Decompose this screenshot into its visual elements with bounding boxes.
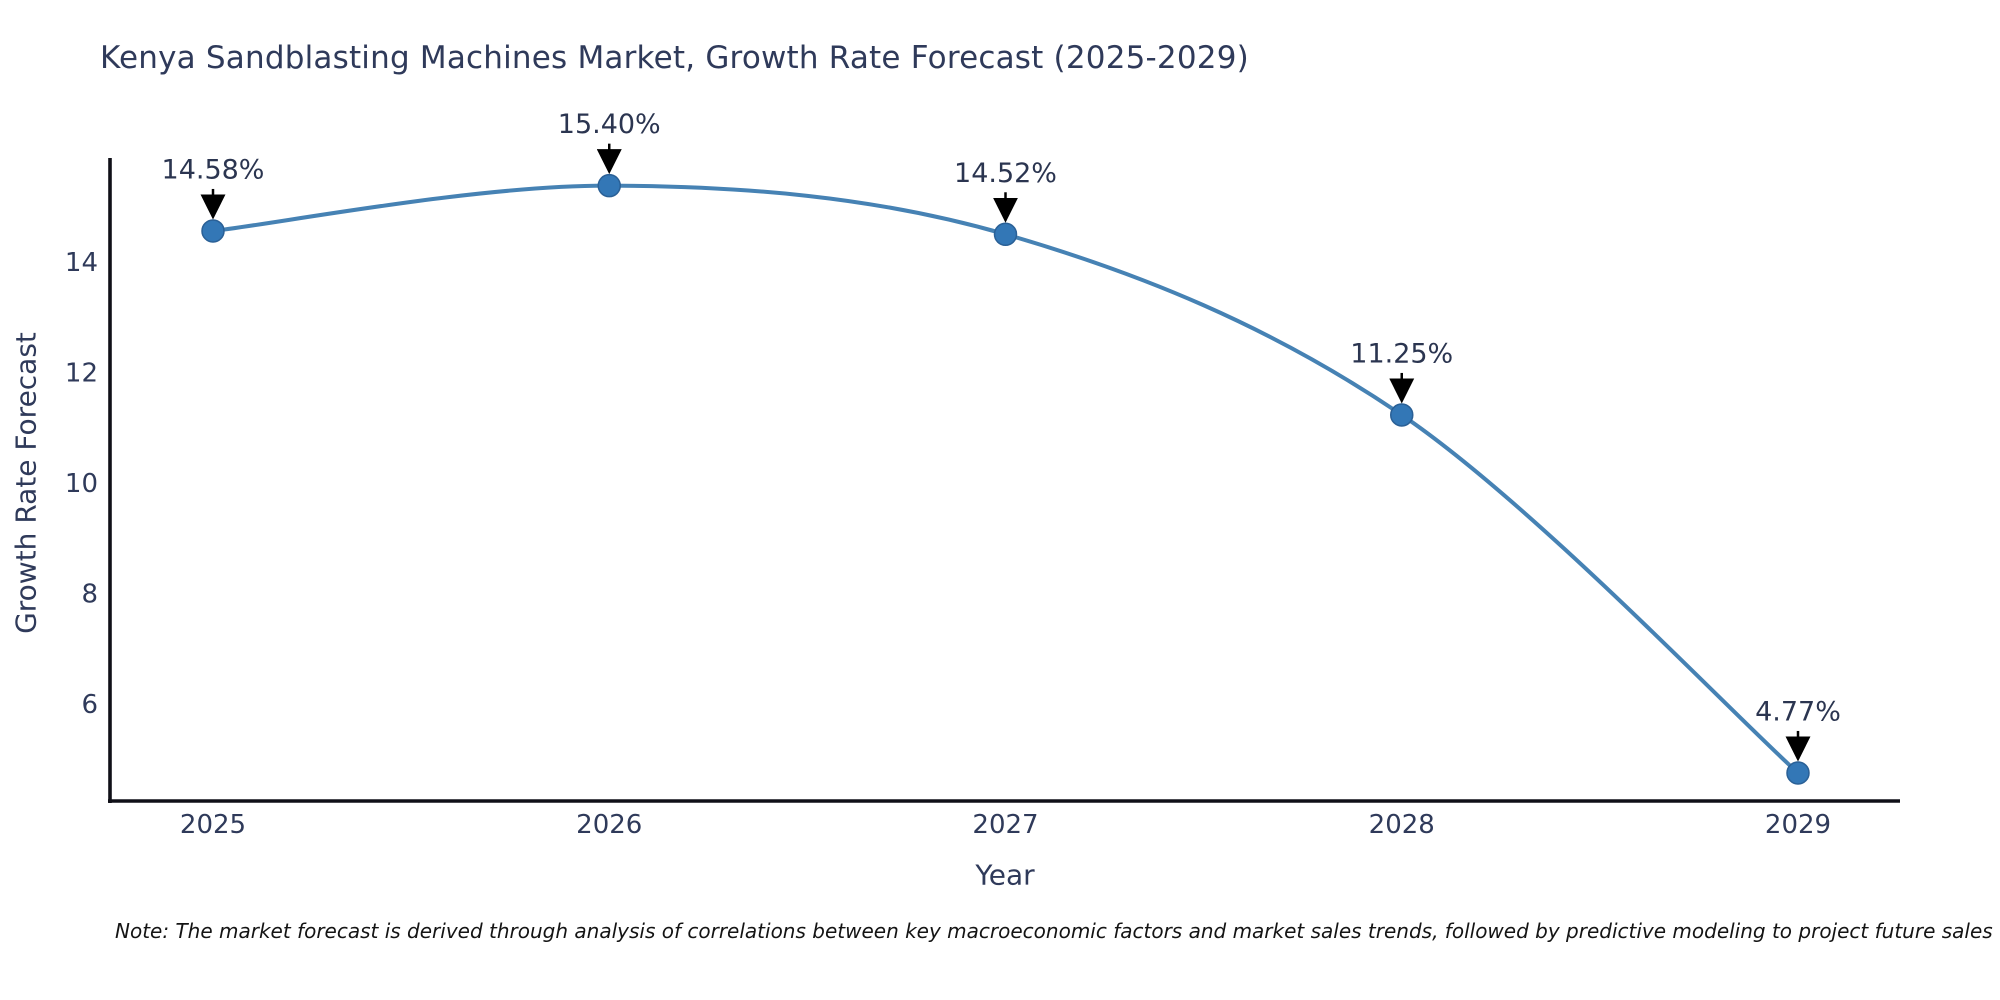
x-tick-label: 2029 <box>1765 810 1831 840</box>
y-tick-label: 6 <box>81 690 98 720</box>
annotation-label-2026: 15.40% <box>558 109 661 140</box>
x-tick-label: 2027 <box>972 810 1038 840</box>
data-point-2029 <box>1786 761 1810 785</box>
footnote: Note: The market forecast is derived thr… <box>115 919 1993 943</box>
x-tick-label: 2026 <box>576 810 642 840</box>
x-tick-label: 2028 <box>1369 810 1435 840</box>
data-point-2028 <box>1390 403 1414 427</box>
y-tick-label: 10 <box>65 469 98 499</box>
annotation-label-2027: 14.52% <box>954 158 1057 189</box>
data-point-2027 <box>993 222 1018 247</box>
x-tick-label: 2025 <box>180 810 246 840</box>
y-tick-label: 12 <box>65 359 98 389</box>
annotation-label-2025: 14.58% <box>162 154 265 185</box>
x-axis-title: Year <box>975 858 1035 892</box>
data-point-2025 <box>201 219 225 243</box>
y-axis-title: Growth Rate Forecast <box>9 332 43 634</box>
annotation-label-2029: 4.77% <box>1755 696 1841 727</box>
y-tick-label: 14 <box>65 248 98 278</box>
annotation-label-2028: 11.25% <box>1350 338 1453 369</box>
forecast-line <box>211 183 1800 775</box>
y-tick-label: 8 <box>81 580 98 610</box>
data-point-2026 <box>597 173 621 198</box>
chart-title: Kenya Sandblasting Machines Market, Grow… <box>100 40 1249 76</box>
